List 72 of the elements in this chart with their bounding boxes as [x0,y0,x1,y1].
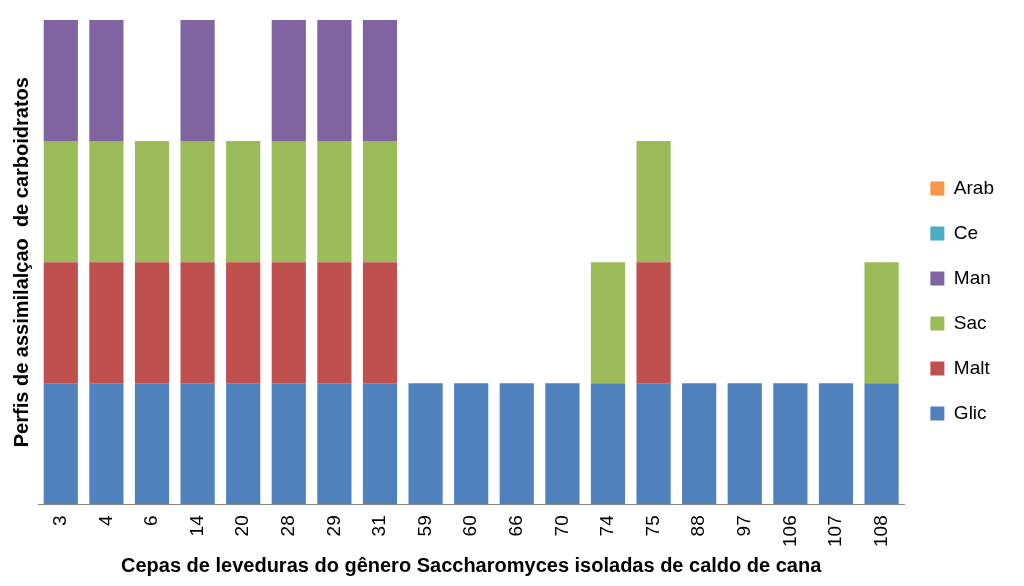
bar [271,262,306,384]
legend-label: Ce [953,221,979,243]
bar [499,383,534,505]
x-tick-label: 74 [596,514,618,537]
x-tick-label: 66 [505,515,527,537]
bar [636,383,671,505]
bar [271,20,306,142]
bar [89,20,124,142]
legend-label: Sac [953,311,987,333]
bar [317,262,352,384]
x-tick-label: 75 [641,515,663,537]
x-tick-label: 60 [459,515,481,537]
bar [317,141,352,263]
bar [317,20,352,142]
bar [180,262,215,384]
x-tick-label: 108 [869,515,891,547]
bar [727,383,762,505]
x-tick-label: 31 [368,515,390,537]
bar [773,383,808,505]
bar [180,20,215,142]
x-axis-title: Cepas de leveduras do gênero Saccharomyces isoladas de caldo de cana [121,553,823,576]
x-tick-label: 29 [322,515,344,537]
bar [362,383,398,505]
bar [89,383,124,505]
bar [226,383,261,505]
bar [134,141,170,263]
bar [271,383,306,505]
x-tick-label: 106 [778,515,800,547]
bar [362,20,398,142]
bar [134,383,170,505]
y-axis-title: Perfis de assimilalçao de carboidratos [9,77,32,448]
bar [864,383,899,505]
x-tick-label: 97 [733,515,755,537]
x-tick-label: 3 [49,515,71,526]
bar [134,262,170,384]
bar [180,383,215,505]
bar [226,141,261,263]
bar [454,383,489,505]
bar [636,141,671,263]
x-tick-label: 107 [824,515,846,547]
legend-label: Man [953,266,991,288]
bar [864,262,899,384]
bar [226,262,261,384]
bar [43,20,78,142]
x-tick-label: 20 [231,515,253,537]
legend-label: Arab [953,176,995,198]
x-tick-label: 28 [277,515,299,537]
bar [590,383,626,505]
bar [818,383,854,505]
x-tick-label: 4 [94,514,116,526]
x-tick-label: 14 [185,514,207,537]
bar [590,262,626,384]
x-tick-label: 70 [550,515,572,537]
bar [89,262,124,384]
bar [362,262,398,384]
legend-label: Glic [953,401,987,423]
bar [636,262,671,384]
bar [317,383,352,505]
bar [43,383,78,505]
bar [545,383,580,505]
x-tick-label: 59 [413,515,435,537]
bar [43,262,78,384]
bar [271,141,306,263]
bar [43,141,78,263]
bar [362,141,398,263]
bar [682,383,717,505]
bar [408,383,443,505]
x-tick-label: 88 [687,515,709,537]
x-tick-label: 6 [140,515,162,526]
legend-label: Malt [953,356,991,378]
bar [180,141,215,263]
bar [89,141,124,263]
